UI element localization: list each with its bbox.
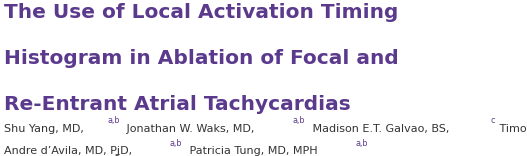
- Text: Madison E.T. Galvao, BS,: Madison E.T. Galvao, BS,: [309, 124, 450, 134]
- Text: a,b: a,b: [170, 139, 182, 148]
- Text: Andre d’Avila, MD, PʝD,: Andre d’Avila, MD, PʝD,: [4, 146, 132, 156]
- Text: The Use of Local Activation Timing: The Use of Local Activation Timing: [4, 3, 398, 22]
- Text: Shu Yang, MD,: Shu Yang, MD,: [4, 124, 84, 134]
- Text: Jonathan W. Waks, MD,: Jonathan W. Waks, MD,: [123, 124, 255, 134]
- Text: Histogram in Ablation of Focal and: Histogram in Ablation of Focal and: [4, 49, 399, 68]
- Text: Re-Entrant Atrial Tachycardias: Re-Entrant Atrial Tachycardias: [4, 95, 351, 114]
- Text: a,b: a,b: [356, 139, 368, 148]
- Text: Patricia Tung, MD, MPH: Patricia Tung, MD, MPH: [186, 146, 317, 156]
- Text: a,b: a,b: [293, 116, 306, 125]
- Text: c: c: [490, 116, 495, 125]
- Text: a,b: a,b: [108, 116, 120, 125]
- Text: Timothy R. Maher, MD,: Timothy R. Maher, MD,: [496, 124, 527, 134]
